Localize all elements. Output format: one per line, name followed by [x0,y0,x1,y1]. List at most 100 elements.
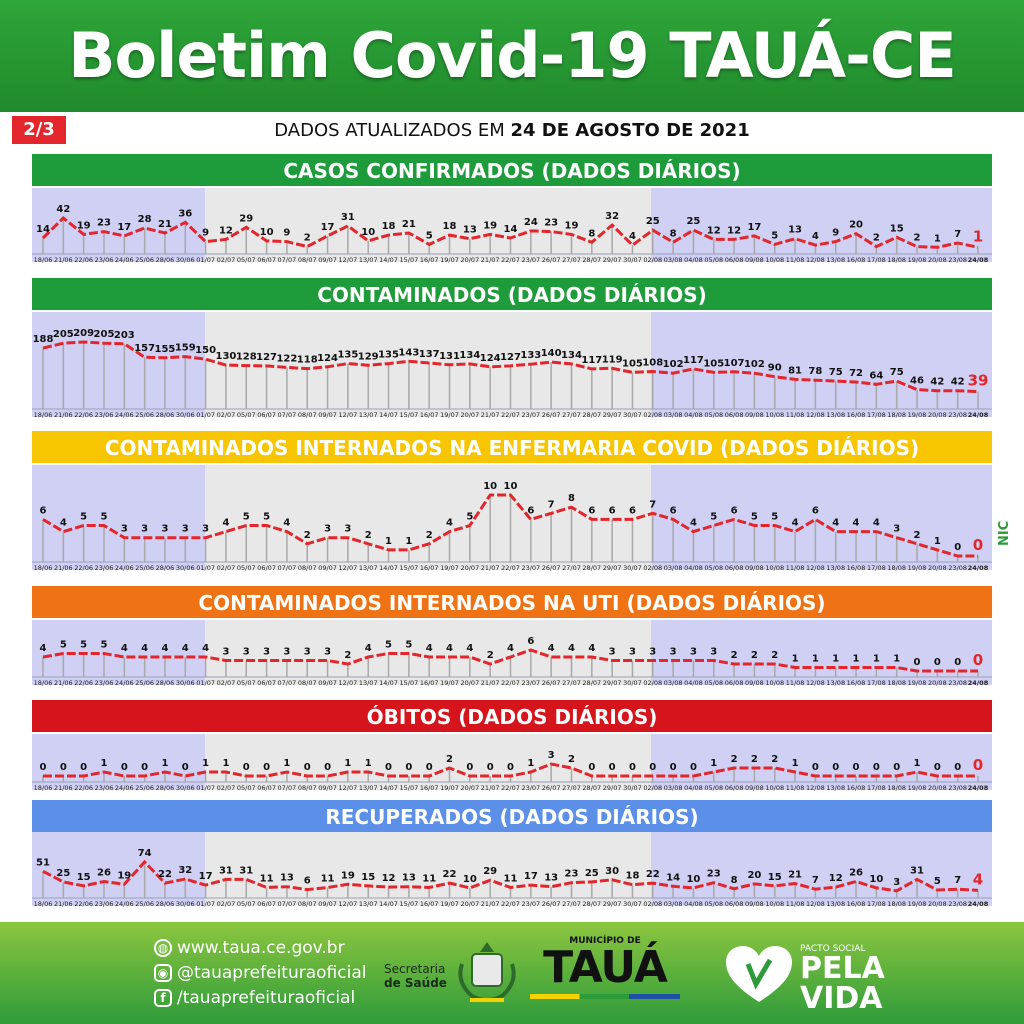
x-tick-label: 20/07 [460,679,479,687]
x-tick-label: 14/07 [379,900,398,908]
x-tick-label: 04/08 [684,256,703,264]
x-tick-label: 09/08 [745,784,764,792]
x-tick-label: 16/07 [420,564,439,572]
data-label: 2 [751,650,758,661]
data-label: 17 [747,222,761,233]
x-tick-label: 10/08 [765,564,784,572]
data-label: 1 [283,758,290,769]
x-tick-label: 13/08 [826,784,845,792]
data-label: 0 [649,762,656,773]
data-label: 0 [629,762,636,773]
data-label: 3 [222,647,229,658]
x-tick-label: 07/07 [278,900,297,908]
data-label: 0 [121,762,128,773]
data-label: 3 [629,647,636,658]
data-label: 1 [893,654,900,665]
data-label: 0 [812,762,819,773]
x-tick-label: 07/07 [278,411,297,419]
x-tick-label: 21/06 [54,784,73,792]
x-tick-label: 23/08 [948,679,967,687]
data-label: 3 [263,647,270,658]
x-tick-label: 02/07 [217,679,236,687]
data-label: 135 [337,350,358,361]
x-tick-label: 05/08 [704,411,723,419]
x-tick-label: 05/07 [237,564,256,572]
data-label: 6 [609,505,616,516]
data-label: 9 [832,228,839,239]
data-label: 5 [80,512,87,523]
x-tick-label: 06/08 [725,900,744,908]
data-label: 108 [642,357,663,368]
x-tick-label: 06/07 [257,411,276,419]
data-label: 19 [341,870,355,881]
x-tick-label: 02/08 [643,256,662,264]
data-label: 22 [646,869,660,880]
data-label: 159 [175,343,196,354]
instagram-link[interactable]: ◉ @tauaprefeituraoficial [154,962,366,984]
data-label: 5 [710,512,717,523]
data-label: 12 [707,225,721,236]
data-label: 4 [629,231,636,242]
x-tick-label: 20/08 [928,679,947,687]
data-label: 0 [973,651,983,669]
x-tick-label: 06/07 [257,900,276,908]
x-tick-label: 21/07 [481,256,500,264]
data-label: 188 [33,334,54,345]
x-tick-label: 19/08 [908,411,927,419]
x-tick-label: 18/06 [34,900,53,908]
x-tick-label: 19/07 [440,900,459,908]
data-label: 0 [853,762,860,773]
website-link[interactable]: ◍ www.taua.ce.gov.br [154,937,345,959]
band-middle [205,832,651,906]
chart-title: ÓBITOS (DADOS DIÁRIOS) [367,705,658,729]
band-right [651,832,992,906]
data-label: 7 [649,499,656,510]
data-label: 15 [768,872,782,883]
data-label: 5 [243,512,250,523]
data-label: 1 [405,536,412,547]
data-label: 18 [625,871,639,882]
x-tick-label: 23/07 [521,679,540,687]
data-label: 1 [832,654,839,665]
data-label: 12 [727,225,741,236]
x-tick-label: 20/07 [460,900,479,908]
data-label: 2 [771,754,778,765]
x-tick-label: 24/06 [115,784,134,792]
facebook-link[interactable]: f/tauaprefeituraoficial [154,987,355,1009]
data-label: 8 [670,228,677,239]
x-tick-label: 22/06 [74,679,93,687]
data-label: 15 [361,872,375,883]
x-tick-label: 22/06 [74,411,93,419]
x-tick-label: 02/07 [217,411,236,419]
x-tick-label: 30/06 [176,784,195,792]
data-label: 4 [202,643,209,654]
x-tick-label: 02/08 [643,900,662,908]
x-tick-label: 09/08 [745,411,764,419]
x-tick-label: 12/07 [339,900,358,908]
x-tick-label: 13/07 [359,679,378,687]
x-tick-label: 22/06 [74,784,93,792]
x-tick-label: 17/08 [867,679,886,687]
x-tick-label: 28/06 [156,679,175,687]
data-label: 4 [873,518,880,529]
data-label: 3 [670,647,677,658]
x-tick-label: 07/07 [278,679,297,687]
data-label: 107 [724,358,745,369]
series-line [41,215,979,249]
secretaria-line2: de Saúde [384,976,447,990]
x-tick-label: 01/07 [196,679,215,687]
x-tick-label: 30/06 [176,564,195,572]
data-label: 6 [304,876,311,887]
x-tick-label: 14/07 [379,784,398,792]
x-tick-label: 09/08 [745,564,764,572]
chart-panel: CONTAMINADOS (DADOS DIÁRIOS)18818/062052… [32,278,992,419]
data-label: 0 [670,762,677,773]
data-label: 4 [507,643,514,654]
data-label: 2 [914,530,921,541]
x-tick-label: 05/08 [704,564,723,572]
x-tick-label: 21/06 [54,679,73,687]
data-label: 32 [605,211,619,222]
x-tick-label: 10/08 [765,900,784,908]
data-label: 9 [283,228,290,239]
data-label: 0 [466,762,473,773]
